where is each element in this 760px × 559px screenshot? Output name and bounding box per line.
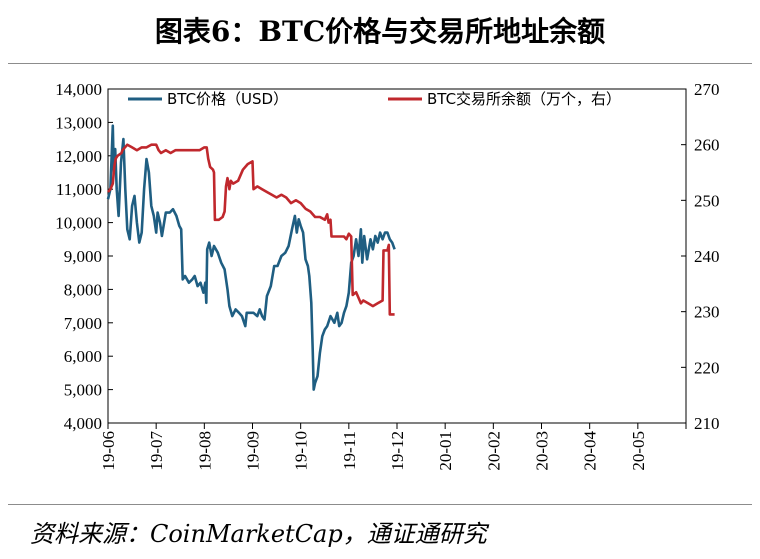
y-right-tick-label: 230 <box>694 303 720 322</box>
y-left-tick-label: 11,000 <box>56 180 102 199</box>
y-left-tick-label: 5,000 <box>64 381 102 400</box>
y-right-tick-label: 250 <box>694 191 720 210</box>
y-left-tick-label: 7,000 <box>64 314 102 333</box>
x-tick-label: 20-04 <box>581 431 600 471</box>
y-right-tick-label: 210 <box>694 414 720 433</box>
source-note: 资料来源：CoinMarketCap，通证通研究 <box>30 520 487 548</box>
x-tick-label: 19-12 <box>388 431 407 471</box>
y-right-tick-label: 240 <box>694 247 720 266</box>
y-left-tick-label: 14,000 <box>55 80 102 99</box>
x-tick-label: 19-10 <box>292 431 311 471</box>
title-divider <box>8 63 752 64</box>
x-tick-label: 19-07 <box>147 431 166 471</box>
y-left-tick-label: 13,000 <box>55 113 102 132</box>
chart-title: 图表6：BTC价格与交易所地址余额 <box>154 15 606 48</box>
footer-divider <box>8 504 752 505</box>
x-tick-label: 19-08 <box>195 431 214 471</box>
x-tick-label: 20-01 <box>436 431 455 471</box>
exchange-balance-line <box>107 143 395 316</box>
y-left-tick-label: 6,000 <box>64 347 102 366</box>
btc-price-line <box>106 124 396 391</box>
plot-frame <box>107 88 687 424</box>
y-left-tick-label: 10,000 <box>55 214 102 233</box>
y-right-tick-label: 220 <box>694 358 720 377</box>
y-left-tick-label: 4,000 <box>64 414 102 433</box>
y-left-tick-label: 8,000 <box>64 280 102 299</box>
chart-legend: BTC价格（USD） BTC交易所余额（万个，右） <box>128 90 621 108</box>
legend-label-btc-price: BTC价格（USD） <box>167 90 288 108</box>
y-left-tick-label: 9,000 <box>64 247 102 266</box>
chart-axes: 4,000 5,000 6,000 7,000 8,000 9,000 10,000 11,0… <box>55 80 719 471</box>
legend-label-exchange-balance: BTC交易所余额（万个，右） <box>427 90 621 108</box>
x-tick-label: 20-03 <box>533 431 552 471</box>
x-tick-label: 19-06 <box>99 431 118 471</box>
y-left-tick-label: 12,000 <box>55 147 102 166</box>
series-layer <box>106 124 396 391</box>
x-tick-label: 19-11 <box>340 431 359 470</box>
x-tick-label: 19-09 <box>244 431 263 471</box>
y-right-tick-label: 260 <box>694 136 720 155</box>
x-tick-label: 20-02 <box>484 431 503 471</box>
y-right-tick-label: 270 <box>694 80 720 99</box>
x-tick-label: 20-05 <box>629 431 648 471</box>
